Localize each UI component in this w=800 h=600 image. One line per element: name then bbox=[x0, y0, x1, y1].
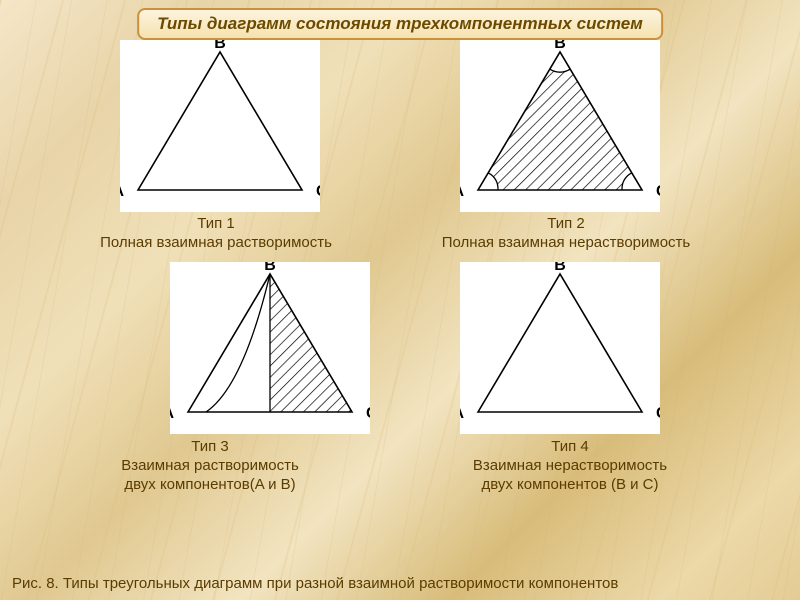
svg-text:A: A bbox=[120, 183, 124, 200]
svg-text:C: C bbox=[316, 183, 320, 200]
diagram-panel-type3: A B C bbox=[170, 262, 370, 434]
caption-type4: Тип 4Взаимная нерастворимостьдвух компон… bbox=[400, 438, 740, 494]
diagram-panel-type1: A B C bbox=[120, 40, 320, 212]
svg-text:B: B bbox=[214, 40, 226, 52]
svg-text:A: A bbox=[170, 405, 174, 422]
type-label: Тип 3 bbox=[40, 438, 380, 457]
type-desc-line: Взаимная растворимость bbox=[40, 457, 380, 476]
type-label: Тип 2 bbox=[396, 215, 736, 234]
svg-text:C: C bbox=[656, 183, 660, 200]
caption-type3: Тип 3Взаимная растворимостьдвух компонен… bbox=[40, 438, 380, 494]
page-title-text: Типы диаграмм состояния трехкомпонентных… bbox=[157, 14, 643, 33]
diagram-panel-type2: A B C bbox=[460, 40, 660, 212]
svg-text:B: B bbox=[554, 40, 566, 52]
caption-type1: Тип 1Полная взаимная растворимость bbox=[46, 215, 386, 253]
svg-text:A: A bbox=[460, 183, 464, 200]
type-desc-line: двух компонентов (B и C) bbox=[400, 476, 740, 495]
figure-caption: Рис. 8. Типы треугольных диаграмм при ра… bbox=[12, 575, 618, 592]
type-desc-line: Полная взаимная растворимость bbox=[46, 234, 386, 253]
type-label: Тип 4 bbox=[400, 438, 740, 457]
svg-text:B: B bbox=[264, 262, 276, 274]
svg-text:B: B bbox=[554, 262, 566, 274]
type-desc-line: двух компонентов(A и B) bbox=[40, 476, 380, 495]
svg-text:A: A bbox=[460, 405, 464, 422]
page-title-banner: Типы диаграмм состояния трехкомпонентных… bbox=[137, 8, 663, 40]
caption-type2: Тип 2Полная взаимная нерастворимость bbox=[396, 215, 736, 253]
type-label: Тип 1 bbox=[46, 215, 386, 234]
svg-text:C: C bbox=[656, 405, 660, 422]
type-desc-line: Полная взаимная нерастворимость bbox=[396, 234, 736, 253]
type-desc-line: Взаимная нерастворимость bbox=[400, 457, 740, 476]
svg-text:C: C bbox=[366, 405, 370, 422]
diagram-panel-type4: A B C bbox=[460, 262, 660, 434]
